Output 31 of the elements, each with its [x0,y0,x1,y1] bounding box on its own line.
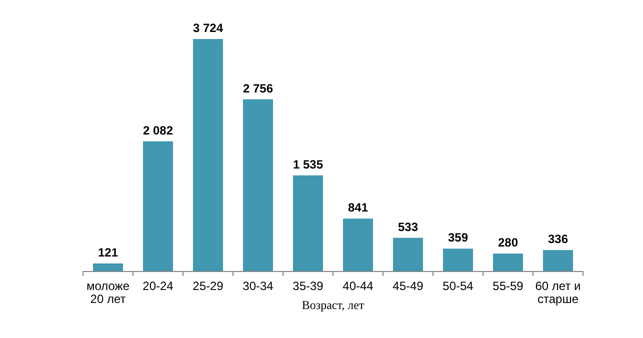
data-label: 336 [548,232,568,246]
data-label: 1 535 [292,157,324,172]
data-label: 121 [98,245,118,260]
bar [393,238,423,271]
bar [243,99,273,271]
x-tick-label: 55-59 [492,279,524,293]
bar [343,218,373,271]
bar [543,250,573,271]
x-tick-label: 35-39 [292,279,324,293]
x-tick-label: моложе 20 лет [86,279,130,306]
x-tick-label: 60 лет и старше [535,279,581,306]
data-label: 2 082 [142,123,174,138]
data-label: 2 756 [242,81,274,96]
data-label: 280 [498,236,518,250]
x-axis-title: Возраст, лет [302,298,365,312]
data-label: 359 [448,230,468,245]
data-label: 841 [348,200,368,215]
bar [193,39,223,271]
bar [143,141,173,271]
x-tick-label: 20-24 [142,279,174,293]
data-label: 533 [398,220,418,234]
data-label: 3 724 [192,21,224,35]
x-tick-label: 30-34 [242,279,274,293]
bar [493,254,523,271]
bar [443,248,473,271]
bar [293,175,323,271]
x-tick-label: 25-29 [192,279,224,293]
bar [93,263,123,271]
x-tick-label: 45-49 [392,279,424,293]
x-tick-label: 40-44 [342,279,374,293]
x-tick-label: 50-54 [442,279,474,293]
